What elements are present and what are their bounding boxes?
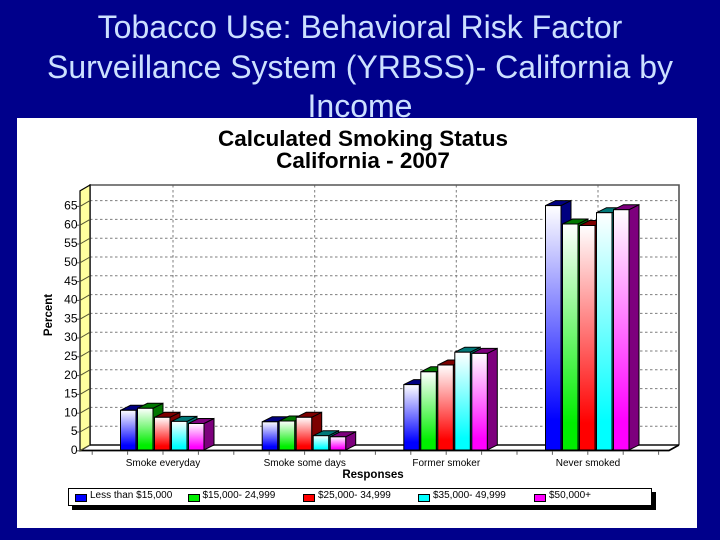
svg-text:60: 60	[64, 217, 78, 231]
svg-text:55: 55	[64, 236, 78, 250]
svg-text:0: 0	[71, 443, 78, 457]
svg-text:25: 25	[64, 349, 78, 363]
svg-text:10: 10	[64, 405, 78, 419]
svg-text:30: 30	[64, 330, 78, 344]
svg-text:15: 15	[64, 387, 78, 401]
svg-text:20: 20	[64, 368, 78, 382]
svg-text:Percent: Percent	[43, 294, 55, 336]
svg-text:45: 45	[64, 274, 78, 288]
svg-text:40: 40	[64, 293, 78, 307]
svg-text:Never smoked: Never smoked	[556, 458, 620, 469]
svg-text:65: 65	[64, 199, 78, 213]
svg-text:Responses: Responses	[342, 469, 403, 481]
svg-text:Smoke everyday: Smoke everyday	[126, 458, 200, 469]
svg-text:5: 5	[71, 424, 78, 438]
svg-text:Former smoker: Former smoker	[412, 458, 480, 469]
svg-text:Smoke some days: Smoke some days	[264, 458, 346, 469]
svg-text:35: 35	[64, 311, 78, 325]
svg-text:50: 50	[64, 255, 78, 269]
